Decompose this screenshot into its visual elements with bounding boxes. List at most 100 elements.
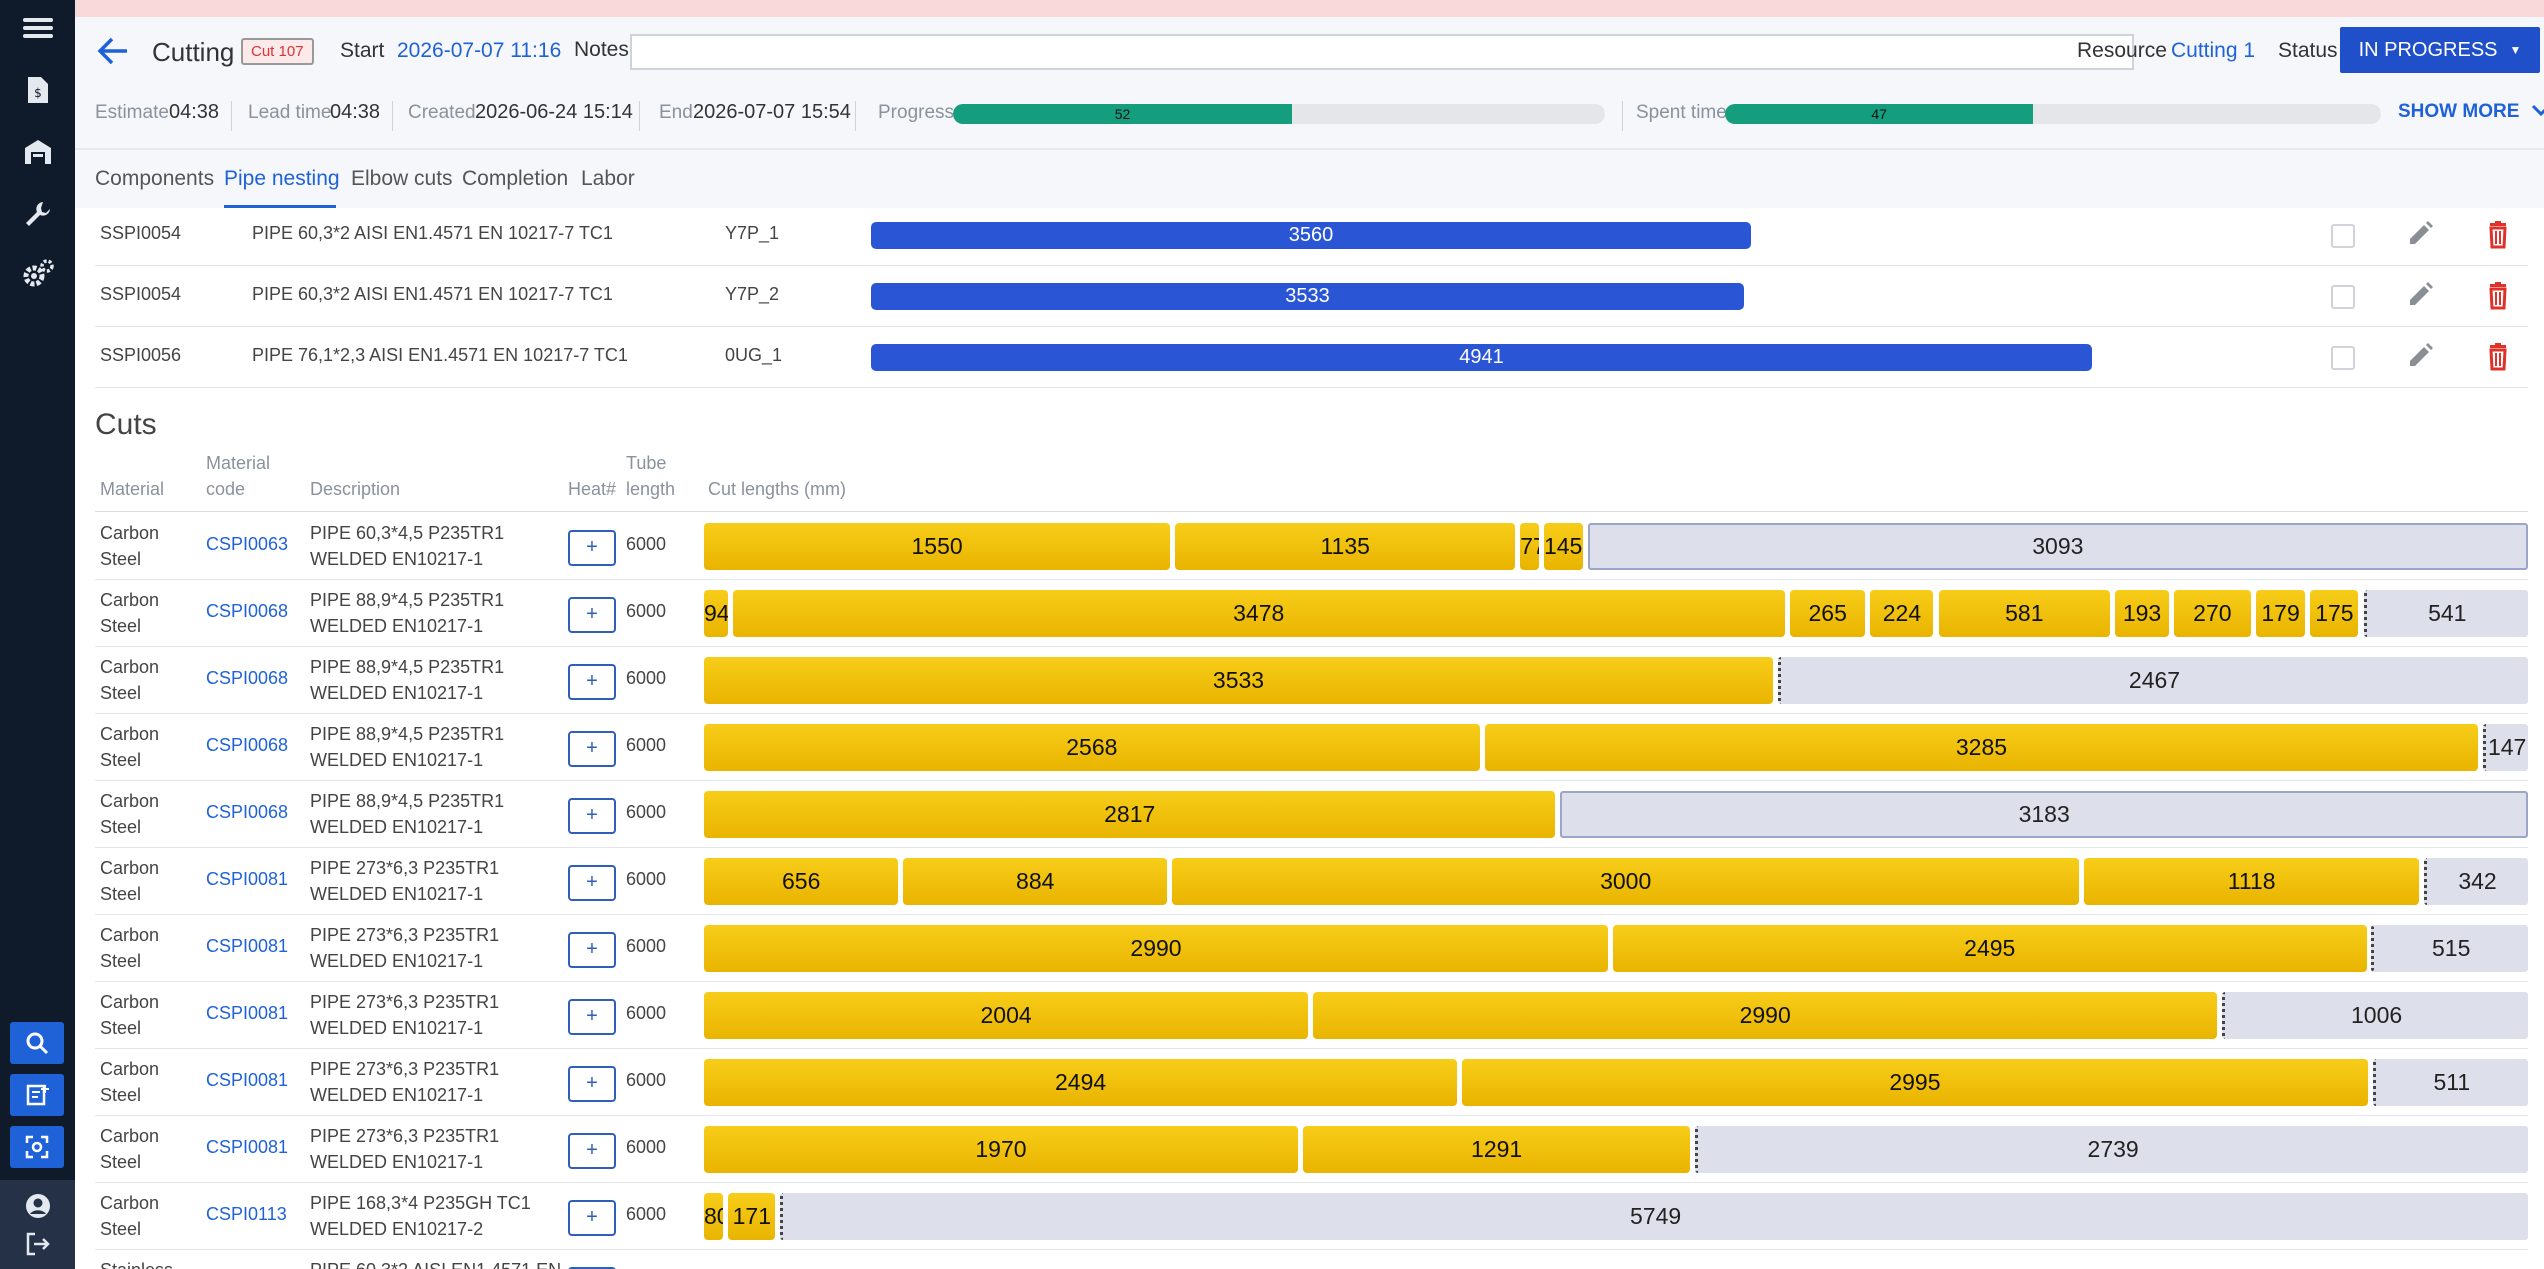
select-checkbox[interactable]: [2331, 346, 2355, 370]
cut-segment[interactable]: 3285: [1484, 724, 2479, 771]
remainder-segment: 147: [2483, 724, 2528, 771]
add-heat-button[interactable]: +: [568, 999, 616, 1035]
wrench-icon[interactable]: [10, 192, 65, 236]
cut-segment[interactable]: 2995: [1462, 1059, 2368, 1106]
cut-segment[interactable]: 884: [903, 858, 1168, 905]
nesting-row: SSPI0054 PIPE 60,3*2 AISI EN1.4571 EN 102…: [95, 205, 2528, 266]
start-label: Start: [340, 39, 385, 62]
material-code-link[interactable]: CSPI0081: [206, 869, 289, 889]
tab-elbow-cuts[interactable]: Elbow cuts: [351, 167, 453, 190]
description-line: PIPE 273*6,3 P235TR1: [310, 1059, 500, 1079]
description-line: PIPE 88,9*4,5 P235TR1: [310, 791, 505, 811]
add-heat-button[interactable]: +: [568, 530, 616, 566]
material-code-link[interactable]: CSPI0081: [206, 1003, 289, 1023]
add-heat-button[interactable]: +: [568, 1066, 616, 1102]
edit-pencil-icon[interactable]: [2405, 341, 2435, 371]
col-tube-line2: length: [626, 479, 676, 499]
cut-segment[interactable]: 2990: [704, 925, 1608, 972]
search-icon[interactable]: [10, 1022, 64, 1064]
cut-segment[interactable]: 265: [1789, 590, 1866, 637]
select-checkbox[interactable]: [2331, 224, 2355, 248]
add-heat-button[interactable]: +: [568, 597, 616, 633]
edit-pencil-icon[interactable]: [2405, 219, 2435, 249]
cut-segment[interactable]: 171: [728, 1193, 776, 1240]
progress-bar: 52: [953, 104, 1605, 124]
add-heat-button[interactable]: +: [568, 1133, 616, 1169]
material-line: Carbon: [100, 657, 160, 677]
cut-segment[interactable]: 80: [704, 1193, 724, 1240]
cut-segment[interactable]: 2494: [704, 1059, 1458, 1106]
cut-segment[interactable]: 1291: [1302, 1126, 1691, 1173]
tab-completion[interactable]: Completion: [462, 167, 569, 190]
tab-components[interactable]: Components: [95, 167, 215, 190]
edit-pencil-icon[interactable]: [2405, 280, 2435, 310]
notes-input[interactable]: [630, 34, 2134, 70]
cut-segment[interactable]: 77: [1520, 523, 1539, 570]
material-code-link[interactable]: CSPI0081: [206, 936, 289, 956]
material-code-link[interactable]: CSPI0068: [206, 802, 289, 822]
cut-segment[interactable]: 3000: [1172, 858, 2080, 905]
cut-lengths-bar: [704, 1260, 2528, 1269]
cut-segment[interactable]: 2568: [704, 724, 1480, 771]
material-code-link[interactable]: CSPI0068: [206, 601, 289, 621]
description-cell: PIPE 273*6,3 P235TR1 WELDED EN10217-1: [310, 1056, 499, 1108]
add-heat-button[interactable]: +: [568, 731, 616, 767]
gears-icon[interactable]: [10, 252, 65, 296]
cut-segment[interactable]: 193: [2115, 590, 2169, 637]
material-code-link[interactable]: CSPI0113: [206, 1204, 287, 1224]
cut-segment[interactable]: 1550: [704, 523, 1171, 570]
cut-segment[interactable]: 179: [2255, 590, 2306, 637]
cut-lengths-bar: 656 884 3000 1118 342: [704, 858, 2528, 905]
material-code-link[interactable]: CSPI0081: [206, 1137, 289, 1157]
cut-segment[interactable]: 656: [704, 858, 899, 905]
material-code-link[interactable]: CSPI0081: [206, 1070, 289, 1090]
order-header: Cutting Cut 107 Start 2026-07-07 11:16 N…: [75, 17, 2544, 150]
cut-segment[interactable]: 581: [1938, 590, 2111, 637]
resource-value[interactable]: Cutting 1: [2171, 39, 2256, 62]
add-heat-button[interactable]: +: [568, 1267, 616, 1269]
status-dropdown[interactable]: IN PROGRESS ▼: [2340, 27, 2540, 73]
logout-icon[interactable]: [10, 1222, 65, 1266]
remainder-segment: 2739: [1695, 1126, 2528, 1173]
show-more-button[interactable]: SHOW MORE: [2398, 101, 2544, 123]
cut-segment[interactable]: 175: [2310, 590, 2359, 637]
add-heat-button[interactable]: +: [568, 664, 616, 700]
tab-pipe-nesting[interactable]: Pipe nesting: [224, 167, 340, 190]
material-code-link[interactable]: CSPI0068: [206, 668, 289, 688]
select-checkbox[interactable]: [2331, 285, 2355, 309]
back-arrow-icon[interactable]: [97, 33, 129, 73]
add-heat-button[interactable]: +: [568, 1200, 616, 1236]
document-icon[interactable]: $: [10, 68, 65, 112]
cut-segment[interactable]: 1135: [1175, 523, 1516, 570]
material-code-link[interactable]: CSPI0068: [206, 735, 289, 755]
tube-length: 6000: [626, 601, 667, 621]
scan-icon[interactable]: [10, 1126, 64, 1168]
new-note-icon[interactable]: [10, 1074, 64, 1116]
material-code-link[interactable]: CSPI0063: [206, 534, 289, 554]
add-heat-button[interactable]: +: [568, 798, 616, 834]
cut-segment[interactable]: 270: [2173, 590, 2251, 637]
delete-trash-icon[interactable]: [2483, 219, 2513, 249]
warehouse-icon[interactable]: [10, 130, 65, 174]
cut-segment[interactable]: 2495: [1613, 925, 2367, 972]
tab-labor[interactable]: Labor: [581, 167, 635, 190]
add-heat-button[interactable]: +: [568, 865, 616, 901]
cut-segment[interactable]: 1118: [2084, 858, 2420, 905]
cut-segment[interactable]: 145: [1543, 523, 1583, 570]
cut-segment[interactable]: 2817: [704, 791, 1556, 838]
cut-segment[interactable]: 2990: [1313, 992, 2218, 1039]
cut-segment[interactable]: 1970: [704, 1126, 1298, 1173]
cut-segment[interactable]: 2004: [704, 992, 1309, 1039]
material-cell: Carbon Steel: [100, 721, 159, 773]
menu-icon[interactable]: [10, 6, 65, 50]
delete-trash-icon[interactable]: [2483, 280, 2513, 310]
start-value[interactable]: 2026-07-07 11:16: [397, 39, 562, 62]
add-heat-button[interactable]: +: [568, 932, 616, 968]
cut-segment[interactable]: 224: [1870, 590, 1934, 637]
material-cell: Carbon Steel: [100, 1123, 159, 1175]
user-icon[interactable]: [10, 1184, 65, 1228]
cut-segment[interactable]: 3478: [732, 590, 1785, 637]
cut-segment[interactable]: 3533: [704, 657, 1773, 704]
delete-trash-icon[interactable]: [2483, 341, 2513, 371]
cut-segment[interactable]: 94: [704, 590, 728, 637]
